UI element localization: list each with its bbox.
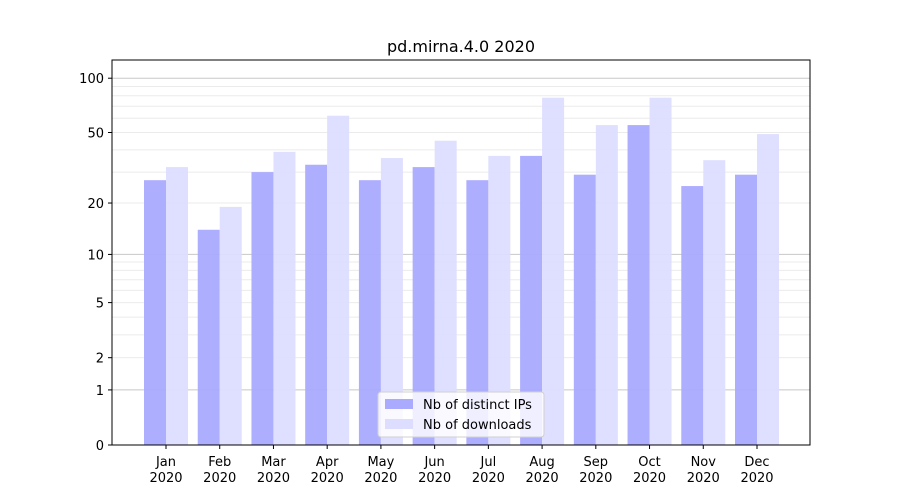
x-tick-label: 2020 (257, 471, 290, 486)
x-tick-label: 2020 (418, 471, 451, 486)
bar-downloads (219, 206, 242, 445)
x-tick-label: 2020 (740, 471, 773, 486)
x-tick-label: Jun (423, 455, 444, 470)
x-tick-label: 2020 (526, 471, 559, 486)
bar-distinct-ips (627, 125, 650, 445)
bar-distinct-ips (520, 155, 543, 445)
bar-downloads (488, 155, 511, 445)
x-tick-label: Oct (638, 455, 660, 470)
bar-distinct-ips (358, 180, 381, 445)
x-tick-label: Aug (529, 455, 554, 470)
x-tick-label: 2020 (203, 471, 236, 486)
x-tick-label: Apr (316, 455, 339, 470)
y-tick-label: 0 (96, 439, 104, 454)
y-tick-label: 10 (87, 248, 104, 263)
bar-downloads (166, 167, 188, 445)
x-tick-label: 2020 (149, 471, 182, 486)
y-tick-label: 2 (96, 352, 104, 367)
legend-box (377, 391, 545, 438)
x-tick-label: 2020 (633, 471, 666, 486)
x-tick-label: Dec (744, 455, 769, 470)
x-tick-label: Jul (480, 455, 497, 470)
y-tick-label: 1 (96, 384, 104, 399)
bar-distinct-ips (144, 180, 166, 445)
y-tick-label: 5 (96, 297, 104, 312)
y-tick-label: 20 (87, 197, 104, 212)
x-tick-label: Nov (691, 455, 717, 470)
bar-downloads (380, 158, 403, 445)
bar-downloads (327, 115, 350, 445)
x-tick-label: 2020 (311, 471, 344, 486)
bar-distinct-ips (466, 180, 489, 445)
bar-downloads (542, 97, 565, 445)
bar-downloads (649, 97, 672, 445)
x-tick-label: 2020 (472, 471, 505, 486)
bar-downloads (757, 134, 779, 445)
bar-downloads (434, 140, 457, 445)
y-tick-label: 50 (87, 127, 104, 142)
x-tick-label: 2020 (687, 471, 720, 486)
bar-downloads (273, 151, 296, 445)
bar-distinct-ips (197, 229, 220, 445)
x-tick-label: Sep (584, 455, 609, 470)
legend-swatch (385, 399, 413, 409)
legend: Nb of distinct IPs Nb of downloads (377, 391, 545, 438)
legend-label: Nb of distinct IPs (423, 398, 532, 413)
plot-frame (111, 59, 811, 446)
x-tick-label: Jan (155, 455, 176, 470)
bar-downloads (703, 160, 726, 446)
x-tick-label: May (367, 455, 394, 470)
bar-distinct-ips (681, 186, 704, 445)
bar-distinct-ips (573, 174, 596, 445)
x-tick-label: Mar (261, 455, 286, 470)
y-tick-label: 100 (79, 72, 104, 87)
x-tick-label: 2020 (579, 471, 612, 486)
x-tick-label: 2020 (364, 471, 397, 486)
bar-distinct-ips (305, 164, 328, 445)
bar-distinct-ips (735, 174, 757, 445)
x-tick-label: Feb (208, 455, 231, 470)
legend-label: Nb of downloads (423, 418, 532, 433)
bar-downloads (595, 125, 618, 445)
bar-distinct-ips (251, 172, 274, 445)
bar-distinct-ips (412, 167, 435, 445)
legend-swatch (385, 419, 413, 429)
chart-title: pd.mirna.4.0 2020 (387, 37, 535, 56)
